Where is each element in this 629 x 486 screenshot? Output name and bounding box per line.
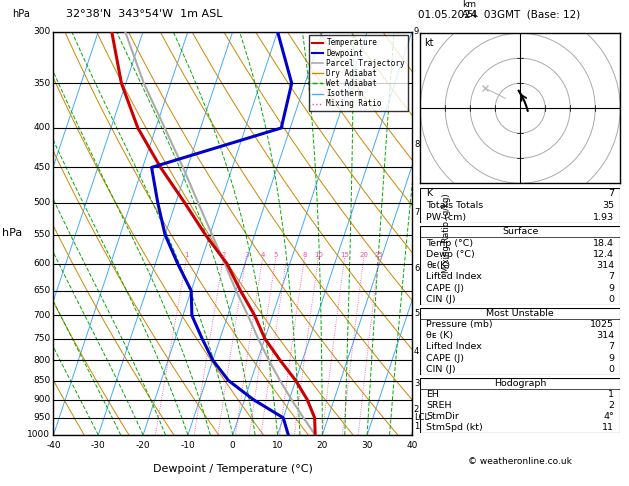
Text: K: K <box>426 189 432 198</box>
Text: 650: 650 <box>33 286 50 295</box>
Text: 900: 900 <box>33 395 50 404</box>
Text: 9: 9 <box>414 27 419 36</box>
Text: 12.4: 12.4 <box>593 250 614 259</box>
Text: 850: 850 <box>33 376 50 385</box>
Text: CIN (J): CIN (J) <box>426 365 456 374</box>
Text: 8: 8 <box>303 252 307 259</box>
Text: 30: 30 <box>362 441 373 450</box>
Text: 5: 5 <box>414 309 419 317</box>
Text: Mixing Ratio (g/kg): Mixing Ratio (g/kg) <box>442 193 451 273</box>
Text: 3: 3 <box>244 252 248 259</box>
Text: 400: 400 <box>33 123 50 133</box>
Text: CIN (J): CIN (J) <box>426 295 456 304</box>
Text: 0: 0 <box>230 441 236 450</box>
Text: 350: 350 <box>33 79 50 88</box>
Text: Lifted Index: Lifted Index <box>426 343 482 351</box>
Text: 9: 9 <box>608 354 614 363</box>
Text: 10: 10 <box>314 252 323 259</box>
Text: 750: 750 <box>33 334 50 343</box>
Text: StmDir: StmDir <box>426 412 459 421</box>
Text: Temp (°C): Temp (°C) <box>426 239 473 247</box>
Text: EH: EH <box>426 390 439 399</box>
Text: 18.4: 18.4 <box>593 239 614 247</box>
Text: θᴇ(K): θᴇ(K) <box>426 261 450 270</box>
Text: θᴇ (K): θᴇ (K) <box>426 331 454 340</box>
Text: Dewp (°C): Dewp (°C) <box>426 250 475 259</box>
Text: CAPE (J): CAPE (J) <box>426 283 464 293</box>
Text: -30: -30 <box>91 441 106 450</box>
Text: 01.05.2024  03GMT  (Base: 12): 01.05.2024 03GMT (Base: 12) <box>418 9 581 19</box>
Text: LCL: LCL <box>414 413 429 422</box>
Text: 7: 7 <box>414 208 420 217</box>
Text: 7: 7 <box>608 189 614 198</box>
Text: 10: 10 <box>272 441 283 450</box>
Text: 4°: 4° <box>603 412 614 421</box>
Text: 314: 314 <box>596 331 614 340</box>
Text: 6: 6 <box>414 264 420 273</box>
Text: PW (cm): PW (cm) <box>426 213 466 222</box>
Text: 600: 600 <box>33 260 50 268</box>
Text: 25: 25 <box>375 252 384 259</box>
Text: 1.93: 1.93 <box>593 213 614 222</box>
Text: 7: 7 <box>608 343 614 351</box>
Text: 1: 1 <box>185 252 189 259</box>
Text: 300: 300 <box>33 27 50 36</box>
Text: 950: 950 <box>33 413 50 422</box>
Text: 2: 2 <box>221 252 226 259</box>
Text: km
ASL: km ASL <box>462 0 479 19</box>
Text: 2: 2 <box>608 401 614 410</box>
Text: CAPE (J): CAPE (J) <box>426 354 464 363</box>
Text: 1000: 1000 <box>27 431 50 439</box>
Text: 1: 1 <box>414 422 419 431</box>
Text: 4: 4 <box>414 347 419 356</box>
Text: 1025: 1025 <box>590 320 614 329</box>
Text: -20: -20 <box>136 441 150 450</box>
Text: 11: 11 <box>602 423 614 432</box>
Text: 7: 7 <box>608 272 614 281</box>
Text: 40: 40 <box>406 441 418 450</box>
Text: 800: 800 <box>33 356 50 364</box>
Text: 550: 550 <box>33 230 50 239</box>
Text: 20: 20 <box>360 252 369 259</box>
Text: 9: 9 <box>608 283 614 293</box>
Text: 35: 35 <box>602 201 614 210</box>
Text: 2: 2 <box>414 405 419 415</box>
Text: Lifted Index: Lifted Index <box>426 272 482 281</box>
Text: 5: 5 <box>274 252 279 259</box>
Text: 32°38'N  343°54'W  1m ASL: 32°38'N 343°54'W 1m ASL <box>66 9 223 19</box>
Text: 450: 450 <box>33 163 50 172</box>
Text: Most Unstable: Most Unstable <box>486 309 554 318</box>
Text: SREH: SREH <box>426 401 452 410</box>
Text: 0: 0 <box>608 365 614 374</box>
Text: © weatheronline.co.uk: © weatheronline.co.uk <box>468 457 572 466</box>
Text: 15: 15 <box>340 252 349 259</box>
Text: 314: 314 <box>596 261 614 270</box>
Text: 0: 0 <box>608 295 614 304</box>
Text: Pressure (mb): Pressure (mb) <box>426 320 493 329</box>
Text: hPa: hPa <box>3 228 23 238</box>
Text: Surface: Surface <box>502 227 538 236</box>
Text: Dewpoint / Temperature (°C): Dewpoint / Temperature (°C) <box>153 464 313 474</box>
Text: -10: -10 <box>181 441 195 450</box>
Text: 500: 500 <box>33 198 50 207</box>
Text: hPa: hPa <box>13 9 30 19</box>
Text: kt: kt <box>424 38 433 48</box>
Text: Hodograph: Hodograph <box>494 379 547 388</box>
Text: 700: 700 <box>33 311 50 320</box>
Text: 8: 8 <box>414 140 420 149</box>
Legend: Temperature, Dewpoint, Parcel Trajectory, Dry Adiabat, Wet Adiabat, Isotherm, Mi: Temperature, Dewpoint, Parcel Trajectory… <box>309 35 408 111</box>
Text: 20: 20 <box>316 441 328 450</box>
Text: 3: 3 <box>414 379 420 388</box>
Text: -40: -40 <box>46 441 61 450</box>
Text: 4: 4 <box>261 252 265 259</box>
Text: Totals Totals: Totals Totals <box>426 201 484 210</box>
Text: 1: 1 <box>608 390 614 399</box>
Text: StmSpd (kt): StmSpd (kt) <box>426 423 483 432</box>
